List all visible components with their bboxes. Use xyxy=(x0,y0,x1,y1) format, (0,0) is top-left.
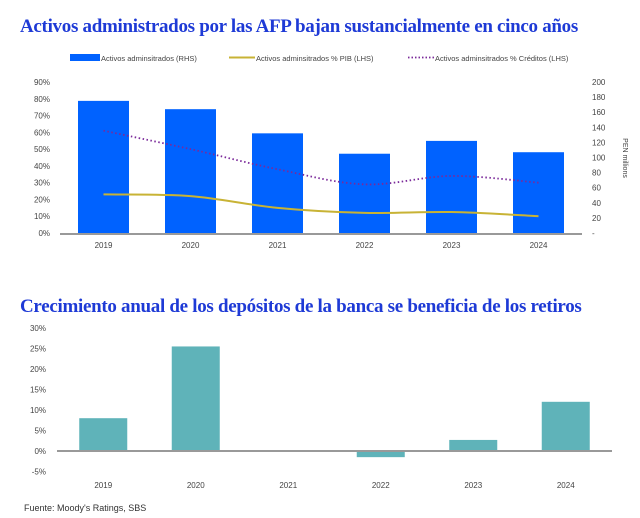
bar-depositos xyxy=(171,346,220,451)
y-axis-tick: 25% xyxy=(30,345,46,354)
x-axis-tick: 2021 xyxy=(269,241,287,250)
bar-activos xyxy=(339,153,390,233)
x-axis-tick: 2020 xyxy=(182,241,200,250)
y-axis-tick: 10% xyxy=(30,406,46,415)
x-axis-tick: 2022 xyxy=(372,481,390,490)
x-axis-tick: 2023 xyxy=(464,481,482,490)
bar-depositos xyxy=(449,439,498,451)
bar-depositos xyxy=(79,418,128,451)
x-axis-tick: 2020 xyxy=(187,481,205,490)
left-axis-tick: 90% xyxy=(34,78,50,87)
bar-activos xyxy=(252,133,303,233)
source-note: Fuente: Moody's Ratings, SBS xyxy=(24,503,147,513)
left-axis-tick: 60% xyxy=(34,128,50,137)
bar-activos xyxy=(426,140,477,233)
right-axis-tick: 40 xyxy=(592,199,601,208)
legend-swatch-bar xyxy=(70,54,100,61)
right-axis-tick: 60 xyxy=(592,184,601,193)
right-axis-tick: 120 xyxy=(592,138,606,147)
x-axis-tick: 2019 xyxy=(95,241,113,250)
right-axis-tick: 100 xyxy=(592,154,606,163)
right-axis-tick: 200 xyxy=(592,78,606,87)
legend-label: Activos adminsitrados (RHS) xyxy=(101,54,197,63)
chart1-title: Activos administrados por las AFP bajan … xyxy=(20,16,578,37)
bar-activos xyxy=(513,152,564,233)
left-axis-tick: 50% xyxy=(34,145,50,154)
legend-label: Activos adminsitrados % PIB (LHS) xyxy=(256,54,374,63)
bar-activos xyxy=(78,100,129,233)
left-axis-tick: 30% xyxy=(34,179,50,188)
y-axis-tick: 20% xyxy=(30,365,46,374)
left-axis-tick: 40% xyxy=(34,162,50,171)
left-axis-tick: 20% xyxy=(34,195,50,204)
right-axis-tick: 20 xyxy=(592,214,601,223)
right-axis-label: PEN millions xyxy=(621,138,628,178)
right-axis-tick: 80 xyxy=(592,169,601,178)
bar-depositos xyxy=(356,451,405,458)
y-axis-tick: 15% xyxy=(30,386,46,395)
left-axis-tick: 70% xyxy=(34,112,50,121)
x-axis-tick: 2021 xyxy=(279,481,297,490)
bar-depositos xyxy=(541,401,590,451)
x-axis-tick: 2023 xyxy=(443,241,461,250)
left-axis-tick: 80% xyxy=(34,95,50,104)
left-axis-tick: 0% xyxy=(38,229,50,238)
x-axis-tick: 2022 xyxy=(356,241,374,250)
y-axis-tick: 30% xyxy=(30,324,46,333)
legend-label: Activos adminsitrados % Créditos (LHS) xyxy=(435,54,569,63)
right-axis-tick: 140 xyxy=(592,123,606,132)
x-axis-tick: 2024 xyxy=(530,241,548,250)
y-axis-tick: 5% xyxy=(34,427,46,436)
right-axis-tick: - xyxy=(592,229,595,238)
x-axis-tick: 2019 xyxy=(94,481,112,490)
x-axis-tick: 2024 xyxy=(557,481,575,490)
line-pib xyxy=(103,193,539,218)
y-axis-tick: -5% xyxy=(32,468,46,477)
right-axis-tick: 180 xyxy=(592,93,606,102)
chart2-title: Crecimiento anual de los depósitos de la… xyxy=(20,296,582,317)
bar-activos xyxy=(165,109,216,233)
left-axis-tick: 10% xyxy=(34,212,50,221)
right-axis-tick: 160 xyxy=(592,108,606,117)
y-axis-tick: 0% xyxy=(34,447,46,456)
